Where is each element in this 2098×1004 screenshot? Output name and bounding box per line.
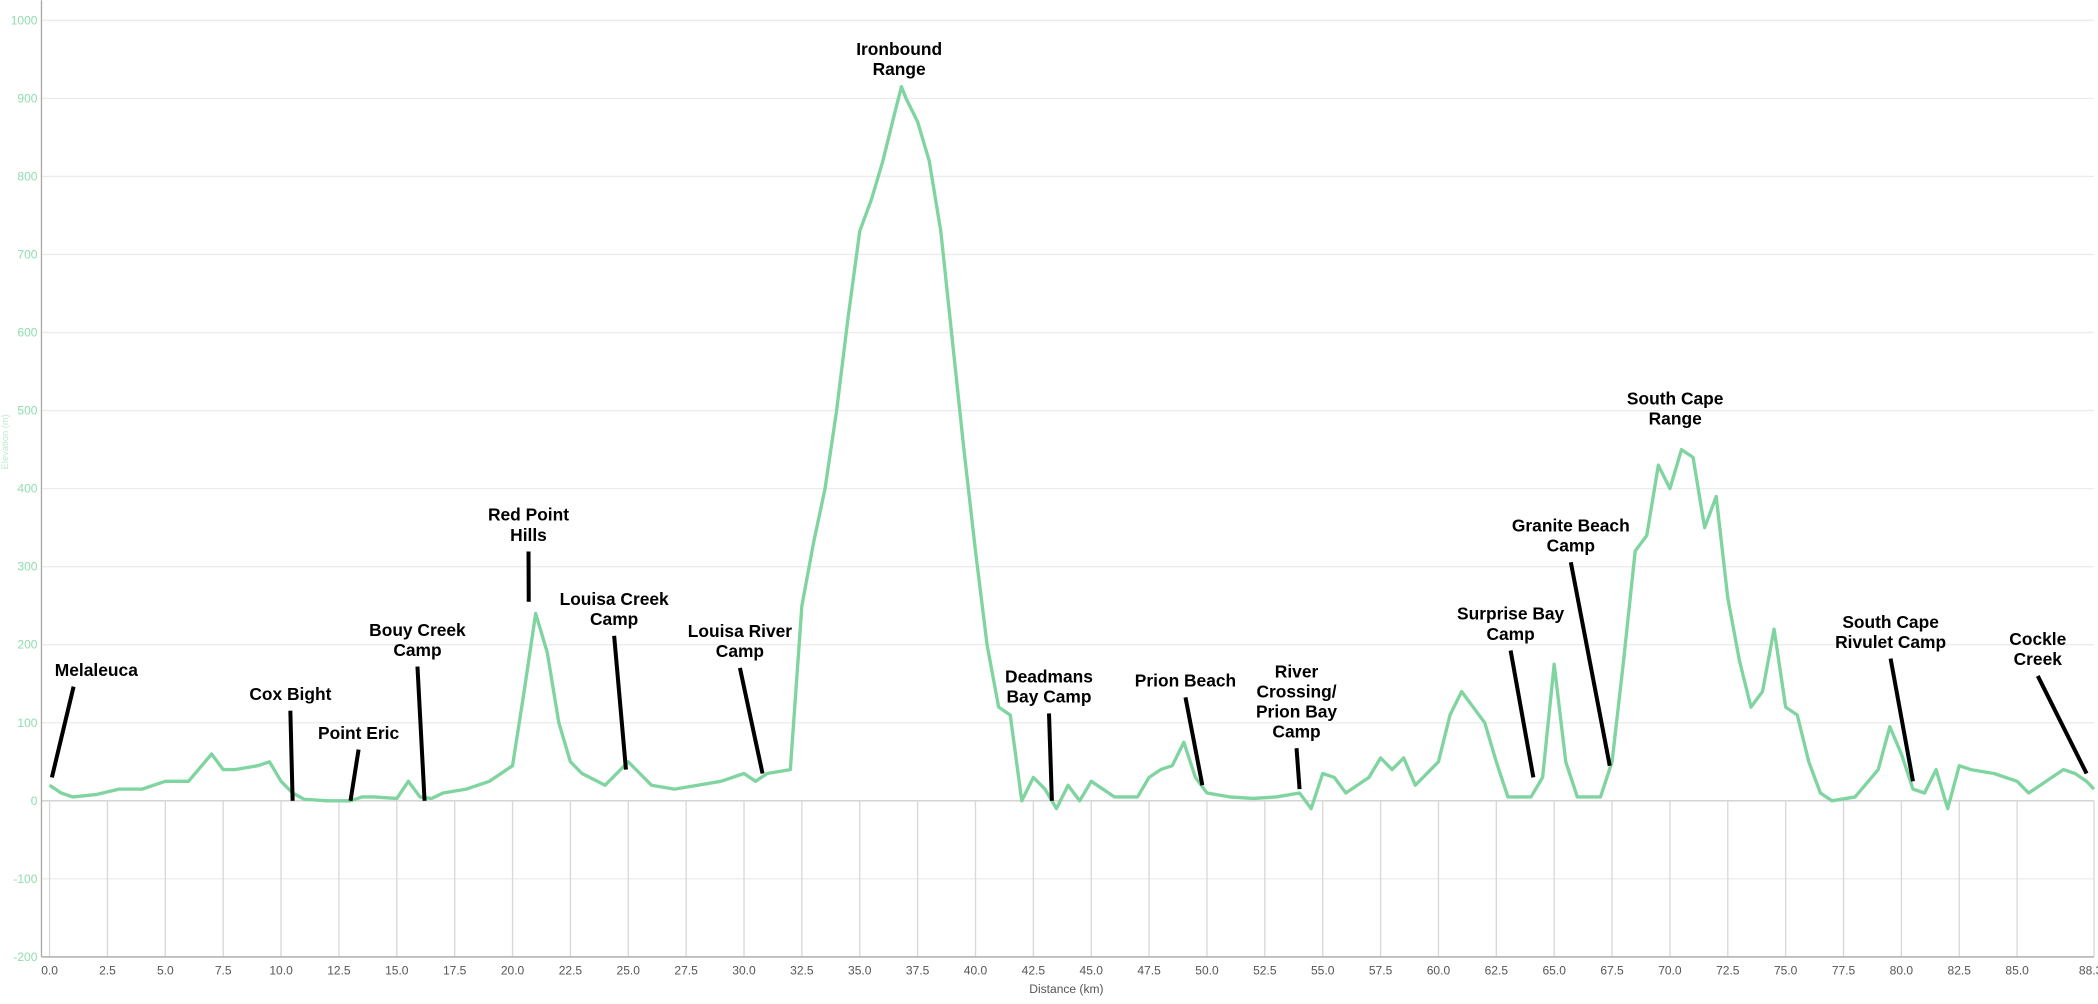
x-axis-label: Distance (km) <box>1029 982 1103 996</box>
annotation-label: Point Eric <box>318 723 399 743</box>
annotation-label: River <box>1275 661 1319 681</box>
y-tick-label: 900 <box>17 91 37 105</box>
x-tick-label: 0.0 <box>41 963 58 977</box>
annotation-label: Range <box>1649 408 1702 428</box>
annotation-label: South Cape <box>1627 388 1724 408</box>
annotation-label: Camp <box>716 641 764 661</box>
annotation-pointer <box>1888 658 1915 782</box>
y-tick-label: 0 <box>31 794 38 808</box>
annotation-label: Granite Beach <box>1512 515 1630 535</box>
x-tick-label: 60.0 <box>1427 963 1451 977</box>
x-tick-label: 52.5 <box>1253 963 1277 977</box>
x-tick-label: 22.5 <box>559 963 583 977</box>
annotation-pointer <box>1294 748 1302 790</box>
x-tick-label: 67.5 <box>1600 963 1624 977</box>
y-tick-label: 200 <box>17 638 37 652</box>
annotation-label: Creek <box>2014 649 2063 669</box>
x-tick-label: 30.0 <box>732 963 756 977</box>
annotation-pointer <box>1183 696 1205 786</box>
y-tick-label: 800 <box>17 169 37 183</box>
y-axis-label: Elevation (m) <box>0 414 10 469</box>
annotation-pointer <box>1508 650 1536 778</box>
annotation-label: Cockle <box>2009 629 2066 649</box>
x-tick-label: 80.0 <box>1890 963 1914 977</box>
y-tick-label: 500 <box>17 404 37 418</box>
x-tick-label: 42.5 <box>1022 963 1046 977</box>
annotation-label: Bouy Creek <box>369 620 466 640</box>
y-tick-label: 700 <box>17 247 37 261</box>
x-tick-label: 47.5 <box>1137 963 1161 977</box>
x-tick-label: 5.0 <box>157 963 174 977</box>
annotation-label: Bay Camp <box>1007 687 1092 707</box>
x-tick-label: 75.0 <box>1774 963 1798 977</box>
annotation-label: Cox Bight <box>249 684 331 704</box>
annotation-label: Red Point <box>488 505 569 525</box>
x-tick-label: 55.0 <box>1311 963 1335 977</box>
annotation-label: South Cape <box>1842 612 1939 632</box>
annotation-label: Rivulet Camp <box>1835 632 1946 652</box>
y-tick-label: 400 <box>17 482 37 496</box>
x-tick-label: 40.0 <box>964 963 988 977</box>
annotation-label: Camp <box>1486 624 1534 644</box>
annotation-pointer <box>2035 675 2089 775</box>
annotation-label: Crossing/ <box>1256 681 1336 701</box>
x-tick-label: 2.5 <box>99 963 116 977</box>
annotation-pointer <box>1568 561 1612 767</box>
annotation-pointer <box>49 686 76 778</box>
annotation-label: Surprise Bay <box>1457 604 1565 624</box>
annotation-label: Louisa Creek <box>560 589 669 609</box>
annotation-label: Camp <box>1272 721 1320 741</box>
y-tick-label: -100 <box>13 872 37 886</box>
x-tick-label: 62.5 <box>1485 963 1509 977</box>
annotation-label: Louisa River <box>688 621 793 641</box>
annotation-pointer <box>348 749 361 802</box>
annotation-pointer <box>415 666 427 801</box>
x-tick-label: 12.5 <box>327 963 351 977</box>
annotation-label: Melaleuca <box>55 660 138 680</box>
y-tick-label: 300 <box>17 560 37 574</box>
x-tick-label: 82.5 <box>1948 963 1972 977</box>
elevation-line <box>48 84 2096 811</box>
annotation-label: Ironbound <box>856 39 942 59</box>
x-tick-label: 37.5 <box>906 963 930 977</box>
annotation-label: Range <box>873 59 926 79</box>
x-tick-label: 65.0 <box>1542 963 1566 977</box>
y-tick-label: 100 <box>17 716 37 730</box>
annotation-label: Prion Bay <box>1256 701 1337 721</box>
x-tick-label: 10.0 <box>269 963 293 977</box>
annotation-pointer <box>737 667 765 774</box>
annotation-label: Deadmans <box>1005 667 1093 687</box>
x-tick-label: 88.32 <box>2079 963 2098 977</box>
y-tick-label: -200 <box>13 950 37 964</box>
x-tick-label: 70.0 <box>1658 963 1682 977</box>
x-tick-label: 7.5 <box>215 963 232 977</box>
y-tick-label: 1000 <box>11 13 38 27</box>
x-tick-label: 20.0 <box>501 963 525 977</box>
x-tick-label: 17.5 <box>443 963 467 977</box>
x-tick-label: 72.5 <box>1716 963 1740 977</box>
y-tick-label: 600 <box>17 326 37 340</box>
annotation-label: Camp <box>590 609 638 629</box>
x-tick-label: 77.5 <box>1832 963 1856 977</box>
x-tick-label: 25.0 <box>617 963 641 977</box>
annotation-pointer <box>612 635 628 770</box>
x-tick-label: 45.0 <box>1080 963 1104 977</box>
x-tick-label: 35.0 <box>848 963 872 977</box>
annotation-label: Hills <box>510 525 547 545</box>
annotation-label: Camp <box>393 640 441 660</box>
annotation-pointer <box>1046 713 1054 801</box>
annotation-pointer <box>288 710 295 801</box>
x-tick-label: 27.5 <box>674 963 698 977</box>
x-tick-label: 32.5 <box>790 963 814 977</box>
x-tick-label: 85.0 <box>2005 963 2029 977</box>
x-tick-label: 57.5 <box>1369 963 1393 977</box>
annotation-label: Prion Beach <box>1135 671 1236 691</box>
annotation-label: Camp <box>1547 536 1595 556</box>
x-tick-label: 15.0 <box>385 963 409 977</box>
x-tick-label: 50.0 <box>1195 963 1219 977</box>
